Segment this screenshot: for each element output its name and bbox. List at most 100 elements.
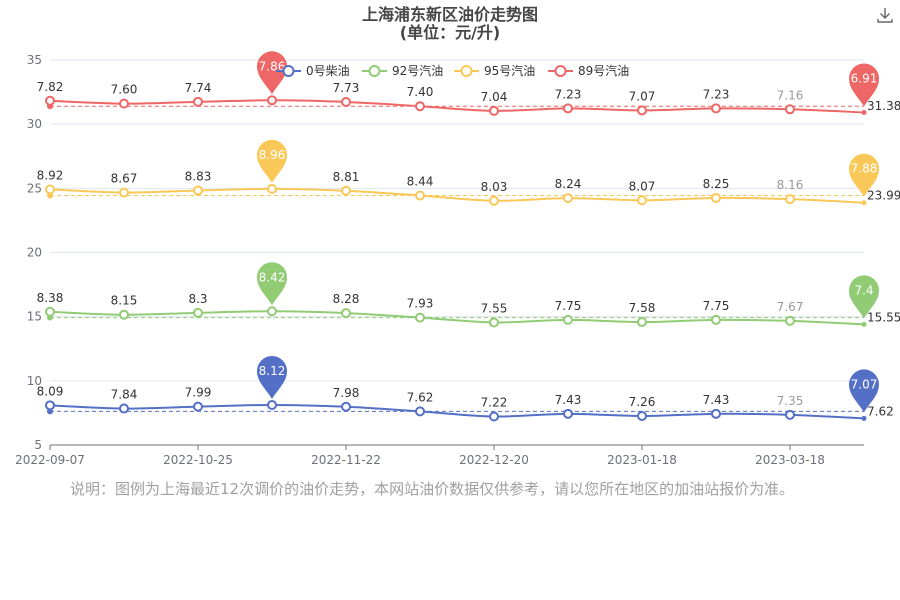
data-label: 7.23 xyxy=(703,87,730,101)
y-tick-label: 30 xyxy=(27,117,42,131)
data-point[interactable] xyxy=(45,400,55,411)
data-point[interactable] xyxy=(785,104,795,115)
legend-marker xyxy=(368,65,381,77)
data-point[interactable] xyxy=(785,315,795,326)
data-point[interactable] xyxy=(415,190,425,201)
data-point[interactable] xyxy=(341,401,351,412)
data-point[interactable] xyxy=(563,314,573,325)
data-point[interactable] xyxy=(637,317,647,328)
series-95号汽油: 23.99 8.92 8.67 8.83 8.81 8.44 8.03 8.24 8.07 8.2… xyxy=(37,139,900,206)
data-label: 7.43 xyxy=(703,393,730,407)
data-label: 7.73 xyxy=(333,81,360,95)
data-point[interactable] xyxy=(193,96,203,107)
download-icon[interactable] xyxy=(876,6,894,24)
data-point[interactable] xyxy=(861,321,867,327)
legend-item[interactable]: 89号汽油 xyxy=(548,63,629,78)
pin-label: 8.96 xyxy=(259,148,286,162)
data-point[interactable] xyxy=(267,399,277,410)
data-point[interactable] xyxy=(711,192,721,203)
data-point[interactable] xyxy=(193,307,203,318)
data-point[interactable] xyxy=(119,309,129,320)
data-point[interactable] xyxy=(193,185,203,196)
legend-item[interactable]: 0号柴油 xyxy=(276,64,350,78)
data-point[interactable] xyxy=(45,184,55,195)
pin-label: 7.07 xyxy=(851,377,878,391)
pin-marker xyxy=(257,355,287,399)
pin-label: 6.91 xyxy=(851,71,878,85)
data-label: 7.75 xyxy=(555,299,582,313)
data-point[interactable] xyxy=(489,195,499,206)
data-label: 7.04 xyxy=(481,90,508,104)
data-point[interactable] xyxy=(861,200,867,206)
data-label: 7.35 xyxy=(777,394,804,408)
data-point[interactable] xyxy=(341,96,351,107)
chart-note: 说明：图例为上海最近12次调价的油价走势，本网站油价数据仅供参考，请以您所在地区… xyxy=(70,480,795,498)
data-label: 8.25 xyxy=(703,177,730,191)
data-point[interactable] xyxy=(415,406,425,417)
max-pin: 8.12 xyxy=(257,355,287,399)
legend-marker xyxy=(282,65,295,77)
data-point[interactable] xyxy=(341,308,351,319)
chart-title: 上海浦东新区油价走势图 xyxy=(362,5,538,24)
last-pin: 6.91 xyxy=(849,63,879,107)
y-tick-label: 5 xyxy=(34,438,42,452)
data-point[interactable] xyxy=(563,103,573,114)
pin-marker xyxy=(849,153,879,197)
data-point[interactable] xyxy=(45,306,55,317)
series-0号柴油: 7.62 8.09 7.84 7.99 7.98 7.62 7.22 7.43 7.26 7.43… xyxy=(37,355,894,422)
data-point[interactable] xyxy=(489,411,499,422)
data-label: 7.75 xyxy=(703,299,730,313)
data-point[interactable] xyxy=(711,103,721,114)
legend-item[interactable]: 95号汽油 xyxy=(454,63,535,78)
y-tick-label: 20 xyxy=(27,246,42,260)
last-pin: 7.4 xyxy=(849,275,879,319)
data-point[interactable] xyxy=(489,317,499,328)
x-tick-label: 2022-12-20 xyxy=(459,453,529,467)
data-point[interactable] xyxy=(267,306,277,317)
data-point[interactable] xyxy=(785,194,795,205)
legend-label: 89号汽油 xyxy=(578,63,629,78)
legend-label: 95号汽油 xyxy=(484,63,535,78)
data-point[interactable] xyxy=(637,195,647,206)
pin-marker xyxy=(849,275,879,319)
data-label: 7.60 xyxy=(111,83,138,97)
legend[interactable]: 0号柴油 92号汽油 95号汽油 89号汽油 xyxy=(276,63,629,78)
data-point[interactable] xyxy=(267,183,277,194)
pin-label: 8.42 xyxy=(259,270,286,284)
series-92号汽油: 15.55 8.38 8.15 8.3 8.28 7.93 7.55 7.75 7.58 7.75… xyxy=(37,262,900,328)
data-point[interactable] xyxy=(193,401,203,412)
data-point[interactable] xyxy=(785,409,795,420)
pin-label: 7.86 xyxy=(259,59,286,73)
data-label: 8.09 xyxy=(37,384,64,398)
y-tick-label: 10 xyxy=(27,374,42,388)
data-point[interactable] xyxy=(637,105,647,116)
data-point[interactable] xyxy=(119,403,129,414)
data-label: 8.24 xyxy=(555,177,582,191)
data-point[interactable] xyxy=(861,415,867,421)
data-label: 7.16 xyxy=(777,88,804,102)
data-point[interactable] xyxy=(861,109,867,115)
data-point[interactable] xyxy=(489,105,499,116)
max-pin: 7.86 xyxy=(257,51,287,95)
data-point[interactable] xyxy=(637,410,647,421)
data-point[interactable] xyxy=(415,312,425,323)
data-point[interactable] xyxy=(415,101,425,112)
pin-marker xyxy=(257,139,287,183)
data-point[interactable] xyxy=(711,314,721,325)
data-label: 8.16 xyxy=(777,178,804,192)
data-point[interactable] xyxy=(119,187,129,198)
data-point[interactable] xyxy=(341,185,351,196)
legend-item[interactable]: 92号汽油 xyxy=(362,63,443,78)
data-point[interactable] xyxy=(563,193,573,204)
data-label: 7.22 xyxy=(481,396,508,410)
legend-marker xyxy=(460,65,473,77)
data-point[interactable] xyxy=(45,95,55,106)
data-point[interactable] xyxy=(563,408,573,419)
x-tick-label: 2022-11-22 xyxy=(311,453,381,467)
data-point[interactable] xyxy=(119,98,129,109)
data-point[interactable] xyxy=(267,95,277,106)
data-label: 8.81 xyxy=(333,170,360,184)
pin-label: 8.12 xyxy=(259,364,286,378)
data-point[interactable] xyxy=(711,408,721,419)
series-line xyxy=(49,99,865,114)
